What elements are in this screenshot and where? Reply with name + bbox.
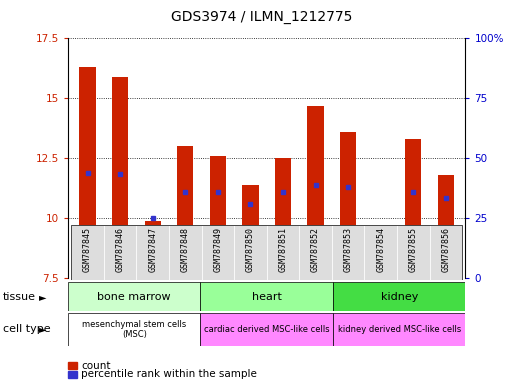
Bar [275,158,291,278]
Text: mesenchymal stem cells
(MSC): mesenchymal stem cells (MSC) [82,319,186,339]
Bar [365,225,397,280]
Text: GSM787855: GSM787855 [409,227,418,272]
Text: GSM787845: GSM787845 [83,227,92,272]
Bar [71,225,104,280]
Bar [200,282,333,311]
Bar [144,221,161,278]
Bar [405,139,422,278]
Text: GSM787856: GSM787856 [441,227,450,272]
Bar [177,146,194,278]
Bar [429,225,462,280]
Bar [68,313,200,346]
Bar [333,313,465,346]
Bar [333,282,465,311]
Text: GSM787852: GSM787852 [311,227,320,272]
Bar [112,77,128,278]
Bar [104,225,137,280]
Text: GSM787849: GSM787849 [213,227,222,272]
Bar [299,225,332,280]
Bar [308,106,324,278]
Bar [79,67,96,278]
Bar [397,225,429,280]
Text: tissue: tissue [3,291,36,302]
Bar [200,313,333,346]
Bar [169,225,201,280]
Bar [201,225,234,280]
Text: ►: ► [39,324,47,334]
Text: count: count [81,361,110,371]
Text: GSM787847: GSM787847 [148,227,157,272]
Bar [372,247,389,278]
Text: cell type: cell type [3,324,50,334]
Text: heart: heart [252,291,282,302]
Bar [242,185,258,278]
Text: GSM787854: GSM787854 [376,227,385,272]
Bar [210,156,226,278]
Bar [438,175,454,278]
Bar [234,225,267,280]
Text: kidney derived MSC-like cells: kidney derived MSC-like cells [338,325,461,334]
Text: GSM787850: GSM787850 [246,227,255,272]
Text: bone marrow: bone marrow [97,291,171,302]
Text: GSM787848: GSM787848 [181,227,190,272]
Text: kidney: kidney [381,291,418,302]
Text: GSM787846: GSM787846 [116,227,124,272]
Bar [68,282,200,311]
Text: GSM787851: GSM787851 [279,227,288,272]
Bar [137,225,169,280]
Bar [340,132,356,278]
Text: ►: ► [39,291,47,302]
Text: cardiac derived MSC-like cells: cardiac derived MSC-like cells [204,325,329,334]
Bar [267,225,299,280]
Text: percentile rank within the sample: percentile rank within the sample [81,369,257,379]
Text: GDS3974 / ILMN_1212775: GDS3974 / ILMN_1212775 [171,10,352,24]
Bar [332,225,365,280]
Text: GSM787853: GSM787853 [344,227,353,272]
